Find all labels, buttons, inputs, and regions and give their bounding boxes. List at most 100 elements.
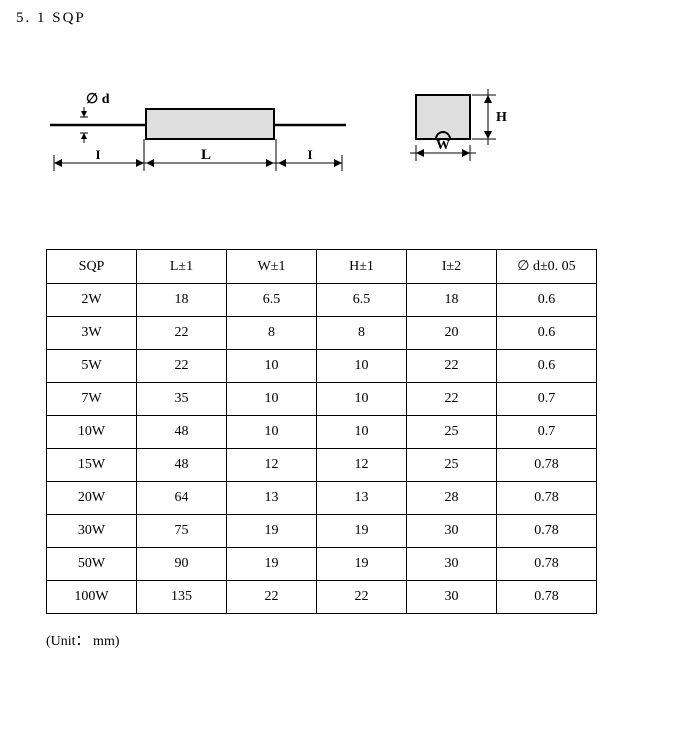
table-cell: 19 (317, 548, 407, 581)
table-cell: 22 (227, 581, 317, 614)
unit-note: (Unit： mm) (46, 630, 676, 650)
table-row: 20W641313280.78 (47, 482, 597, 515)
table-cell: 5W (47, 350, 137, 383)
table-cell: 0.78 (497, 515, 597, 548)
table-row: 5W221010220.6 (47, 350, 597, 383)
table-cell: 8 (317, 317, 407, 350)
table-cell: 100W (47, 581, 137, 614)
table-header-row: SQPL±1W±1H±1I±2∅ d±0. 05 (47, 250, 597, 284)
table-cell: 10 (317, 383, 407, 416)
table-cell: 6.5 (227, 284, 317, 317)
table-cell: 3W (47, 317, 137, 350)
front-view-diagram: W H (388, 87, 518, 177)
table-cell: 0.78 (497, 548, 597, 581)
table-cell: 13 (317, 482, 407, 515)
arrow-L-right (266, 159, 274, 167)
arrow-W-left (416, 149, 424, 157)
table-row: 30W751919300.78 (47, 515, 597, 548)
table-col-header: I±2 (407, 250, 497, 284)
table-cell: 35 (137, 383, 227, 416)
table-cell: 22 (407, 383, 497, 416)
label-W: W (436, 138, 450, 153)
table-cell: 2W (47, 284, 137, 317)
table-col-header: ∅ d±0. 05 (497, 250, 597, 284)
label-L: L (201, 147, 211, 163)
table-cell: 12 (227, 449, 317, 482)
table-cell: 7W (47, 383, 137, 416)
table-cell: 19 (227, 548, 317, 581)
table-cell: 20W (47, 482, 137, 515)
table-col-header: SQP (47, 250, 137, 284)
diagram-row: ∅ d L I I W H (46, 87, 676, 177)
table-cell: 20 (407, 317, 497, 350)
dim-phi-d-arrowhead-down (81, 111, 87, 117)
table-cell: 19 (227, 515, 317, 548)
arrow-H-top (484, 95, 492, 103)
dim-phi-d-arrowhead-up (81, 133, 87, 139)
table-cell: 22 (137, 317, 227, 350)
table-cell: 0.7 (497, 383, 597, 416)
phi-d-label: ∅ d (86, 92, 110, 107)
table-cell: 0.78 (497, 482, 597, 515)
table-row: 100W1352222300.78 (47, 581, 597, 614)
table-cell: 18 (407, 284, 497, 317)
resistor-body-side (146, 109, 274, 139)
table-cell: 15W (47, 449, 137, 482)
arrow-H-bot (484, 131, 492, 139)
arrow-I-left-in (136, 159, 144, 167)
arrow-W-right (462, 149, 470, 157)
section-name: SQP (52, 10, 86, 26)
table-row: 3W2288200.6 (47, 317, 597, 350)
table-cell: 0.6 (497, 317, 597, 350)
arrow-L-left (146, 159, 154, 167)
table-cell: 10W (47, 416, 137, 449)
table-cell: 10 (227, 416, 317, 449)
table-cell: 22 (407, 350, 497, 383)
table-cell: 6.5 (317, 284, 407, 317)
table-body: 2W186.56.5180.63W2288200.65W221010220.67… (47, 284, 597, 614)
section-number: 5. 1 (16, 10, 47, 26)
table-col-header: L±1 (137, 250, 227, 284)
table-row: 10W481010250.7 (47, 416, 597, 449)
arrow-I-right-in (278, 159, 286, 167)
table-cell: 19 (317, 515, 407, 548)
table-cell: 30W (47, 515, 137, 548)
table-cell: 0.78 (497, 449, 597, 482)
table-col-header: H±1 (317, 250, 407, 284)
label-H: H (496, 110, 507, 125)
table-cell: 13 (227, 482, 317, 515)
table-cell: 10 (227, 383, 317, 416)
table-cell: 0.6 (497, 350, 597, 383)
table-cell: 0.6 (497, 284, 597, 317)
table-cell: 10 (317, 350, 407, 383)
table-cell: 30 (407, 581, 497, 614)
table-cell: 48 (137, 416, 227, 449)
table-cell: 18 (137, 284, 227, 317)
table-row: 15W481212250.78 (47, 449, 597, 482)
table-cell: 50W (47, 548, 137, 581)
table-row: 7W351010220.7 (47, 383, 597, 416)
table-cell: 8 (227, 317, 317, 350)
table-cell: 12 (317, 449, 407, 482)
table-row: 2W186.56.5180.6 (47, 284, 597, 317)
table-cell: 90 (137, 548, 227, 581)
table-cell: 10 (227, 350, 317, 383)
arrow-I-left-out (54, 159, 62, 167)
arrow-I-right-out (334, 159, 342, 167)
table-cell: 30 (407, 548, 497, 581)
table-cell: 30 (407, 515, 497, 548)
table-cell: 10 (317, 416, 407, 449)
table-cell: 25 (407, 416, 497, 449)
table-cell: 48 (137, 449, 227, 482)
section-heading: 5. 1 SQP (16, 10, 676, 27)
dimensions-table: SQPL±1W±1H±1I±2∅ d±0. 05 2W186.56.5180.6… (46, 249, 597, 614)
table-cell: 25 (407, 449, 497, 482)
table-cell: 22 (317, 581, 407, 614)
label-I-left: I (95, 147, 100, 162)
table-cell: 64 (137, 482, 227, 515)
table-col-header: W±1 (227, 250, 317, 284)
table-cell: 135 (137, 581, 227, 614)
table-cell: 22 (137, 350, 227, 383)
table-cell: 0.7 (497, 416, 597, 449)
table-cell: 75 (137, 515, 227, 548)
